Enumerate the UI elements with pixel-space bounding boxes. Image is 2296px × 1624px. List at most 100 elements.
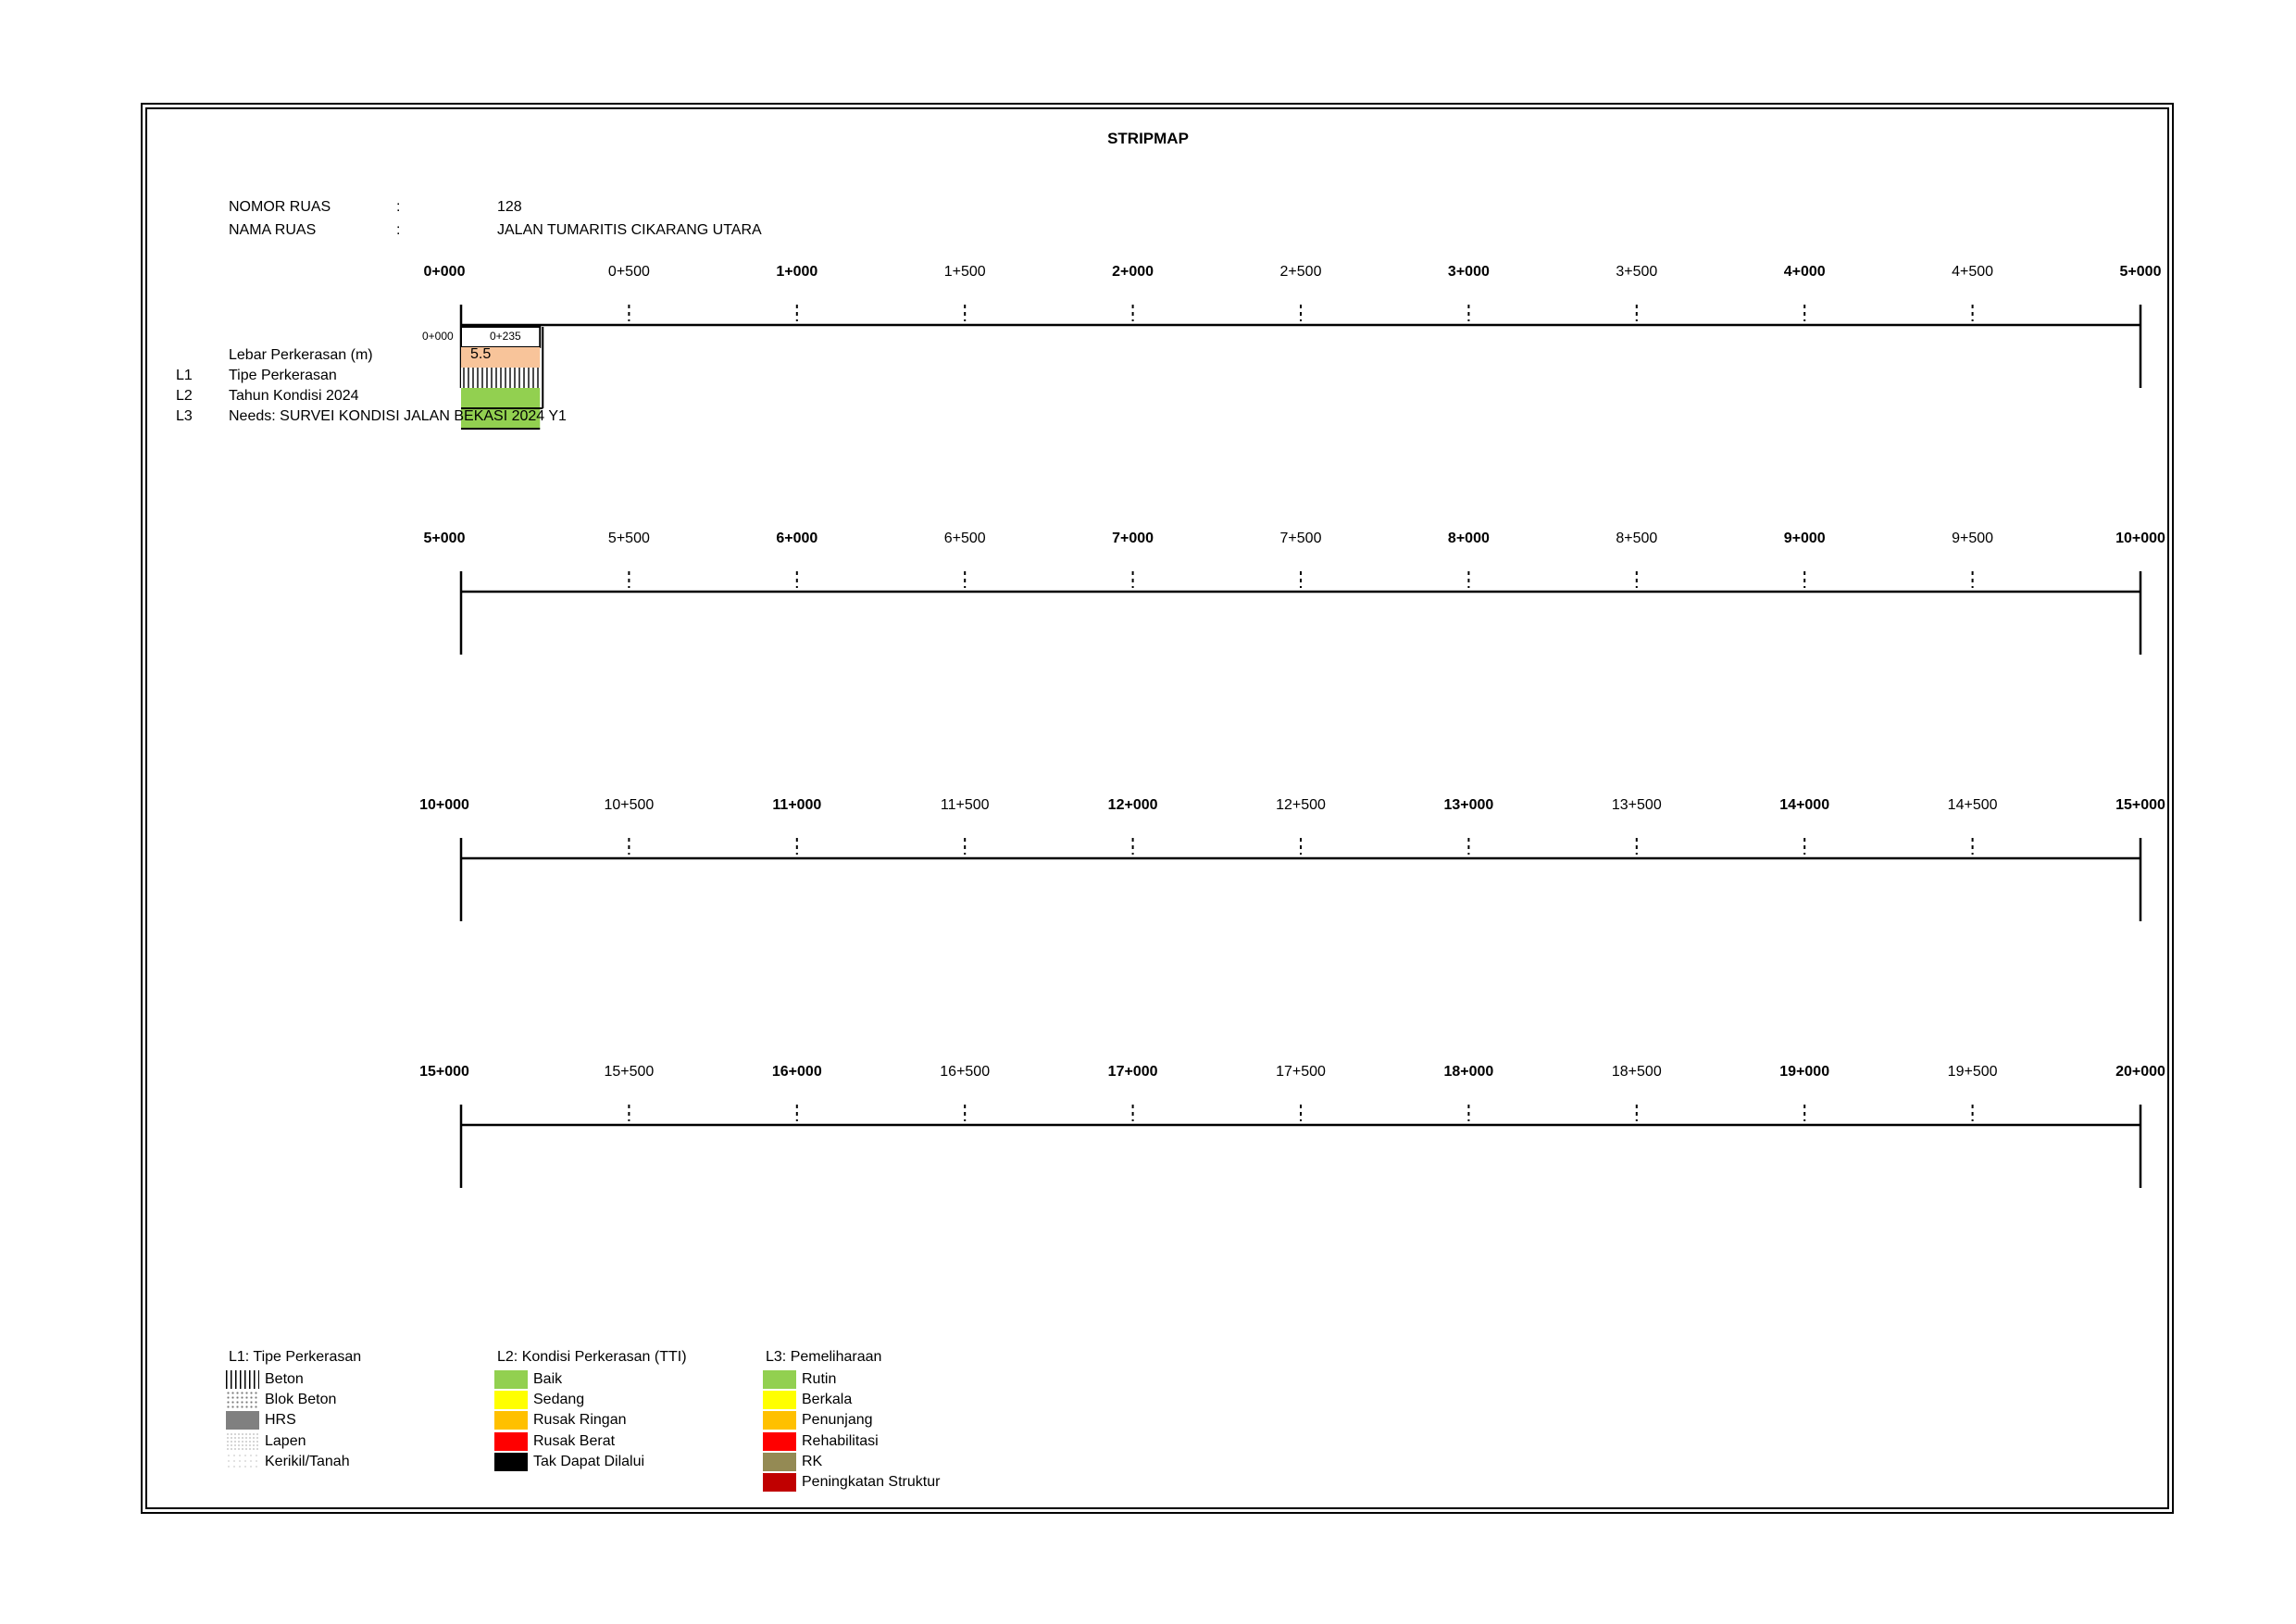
strip-2-km-label: 10+500 <box>604 797 655 813</box>
legend-l3-title: L3: Pemeliharaan <box>766 1349 882 1365</box>
strip-3-km-label: 19+500 <box>1947 1064 1998 1080</box>
page-frame-inner <box>145 107 2169 1509</box>
legend-label: HRS <box>265 1412 296 1429</box>
legend-swatch <box>763 1391 796 1410</box>
strip-1-km-label: 9+000 <box>1783 531 1826 546</box>
strip-0-km-label: 4+000 <box>1783 264 1826 280</box>
strip-3-km-label: 15+000 <box>419 1064 469 1080</box>
strip-2-km-label: 13+000 <box>1443 797 1494 813</box>
segment-start-label: 0+000 <box>422 330 454 343</box>
strip-0-km-label: 1+000 <box>776 264 818 280</box>
legend-l3-item: Berkala <box>763 1390 852 1410</box>
nomor-ruas-value: 128 <box>497 199 522 215</box>
legend-label: Rutin <box>802 1371 837 1387</box>
segment-condition-cell <box>461 388 541 408</box>
nomor-ruas-label: NOMOR RUAS <box>229 199 331 215</box>
strip-0-km-label: 1+500 <box>943 264 986 280</box>
nama-ruas-colon: : <box>396 222 401 238</box>
legend-l2-item: Rusak Berat <box>494 1431 615 1452</box>
segment-end-label: 0+235 <box>490 330 521 343</box>
legend-swatch <box>494 1411 528 1430</box>
strip-0-km-label: 0+500 <box>607 264 650 280</box>
legend-label: Rehabilitasi <box>802 1432 879 1449</box>
legend-l1-item: Beton <box>226 1369 304 1390</box>
row-label-l3: Needs: SURVEI KONDISI JALAN BEKASI 2024 … <box>229 408 567 424</box>
segment-width-value: 5.5 <box>470 346 492 362</box>
legend-swatch <box>494 1452 528 1471</box>
row-label-lebar: Lebar Perkerasan (m) <box>229 347 373 363</box>
legend-l3-item: Penunjang <box>763 1410 873 1430</box>
strip-0-km-label: 5+000 <box>2119 264 2162 280</box>
legend-l2-title: L2: Kondisi Perkerasan (TTI) <box>497 1349 687 1365</box>
strip-2-km-label: 14+500 <box>1947 797 1998 813</box>
strip-3-km-label: 18+000 <box>1443 1064 1494 1080</box>
strip-3-km-label: 19+000 <box>1779 1064 1830 1080</box>
legend-swatch <box>763 1370 796 1389</box>
row-code-l1: L1 <box>176 368 193 383</box>
legend-swatch <box>226 1452 259 1471</box>
strip-0-km-label: 2+500 <box>1279 264 1322 280</box>
legend-l1-item: Kerikil/Tanah <box>226 1452 350 1472</box>
legend-label: Beton <box>265 1371 304 1387</box>
strip-2-km-label: 10+000 <box>419 797 469 813</box>
strip-1-km-label: 8+000 <box>1447 531 1490 546</box>
strip-0-km-label: 2+000 <box>1112 264 1154 280</box>
legend-label: Lapen <box>265 1432 306 1449</box>
strip-1-km-label: 6+000 <box>776 531 818 546</box>
strip-0-km-label: 0+000 <box>423 264 466 280</box>
legend-l1-item: Lapen <box>226 1431 306 1452</box>
page-title: STRIPMAP <box>1107 130 1189 147</box>
nama-ruas-label: NAMA RUAS <box>229 222 317 238</box>
legend-l3-item: Rehabilitasi <box>763 1431 879 1452</box>
legend-label: Penunjang <box>802 1412 873 1429</box>
strip-1-km-label: 5+000 <box>423 531 466 546</box>
legend-swatch <box>494 1370 528 1389</box>
strip-3-km-label: 18+500 <box>1611 1064 1662 1080</box>
strip-1-km-label: 7+500 <box>1279 531 1322 546</box>
legend-label: Berkala <box>802 1392 853 1408</box>
segment-width-cell <box>461 347 541 368</box>
strip-1-km-label: 6+500 <box>943 531 986 546</box>
legend-l3-item: Rutin <box>763 1369 836 1390</box>
strip-2-km-label: 11+000 <box>772 797 822 813</box>
strip-0-km-label: 3+000 <box>1447 264 1490 280</box>
strip-1-km-label: 7+000 <box>1112 531 1154 546</box>
legend-l1-item: HRS <box>226 1410 296 1430</box>
legend-swatch <box>494 1431 528 1451</box>
strip-2-km-label: 15+000 <box>2115 797 2165 813</box>
legend-label: Blok Beton <box>265 1392 337 1408</box>
strip-0-km-label: 3+500 <box>1616 264 1658 280</box>
legend-label: Rusak Berat <box>533 1432 616 1449</box>
segment-type-cell <box>461 368 541 388</box>
legend-l2-item: Rusak Ringan <box>494 1410 627 1430</box>
legend-label: Baik <box>533 1371 563 1387</box>
row-code-l3: L3 <box>176 408 193 424</box>
nomor-ruas-colon: : <box>396 199 401 215</box>
strip-1-km-label: 9+500 <box>1952 531 1994 546</box>
legend-l2-item: Baik <box>494 1369 562 1390</box>
strip-3-km-label: 20+000 <box>2115 1064 2165 1080</box>
legend-l3-item: Peningkatan Struktur <box>763 1472 940 1493</box>
strip-1-km-label: 8+500 <box>1616 531 1658 546</box>
legend-l3-item: RK <box>763 1452 822 1472</box>
legend-l1-item: Blok Beton <box>226 1390 336 1410</box>
strip-3-km-label: 15+500 <box>604 1064 655 1080</box>
legend-label: Sedang <box>533 1392 585 1408</box>
page-frame-outer <box>141 103 2174 1514</box>
legend-swatch <box>226 1431 259 1451</box>
strip-2-km-label: 13+500 <box>1611 797 1662 813</box>
segment-maintenance-cell <box>461 408 541 429</box>
legend-l2-item: Sedang <box>494 1390 584 1410</box>
row-label-l1: Tipe Perkerasan <box>229 368 337 383</box>
strip-2-km-label: 14+000 <box>1779 797 1830 813</box>
legend-swatch <box>226 1411 259 1430</box>
strip-2-km-label: 12+000 <box>1107 797 1158 813</box>
strip-3-km-label: 17+000 <box>1107 1064 1158 1080</box>
strip-3-km-label: 17+500 <box>1276 1064 1326 1080</box>
legend-l1-title: L1: Tipe Perkerasan <box>229 1349 362 1365</box>
legend-label: Peningkatan Struktur <box>802 1474 941 1490</box>
strip-2-km-label: 11+500 <box>940 797 990 813</box>
strip-3-km-label: 16+500 <box>940 1064 991 1080</box>
legend-swatch <box>494 1391 528 1410</box>
